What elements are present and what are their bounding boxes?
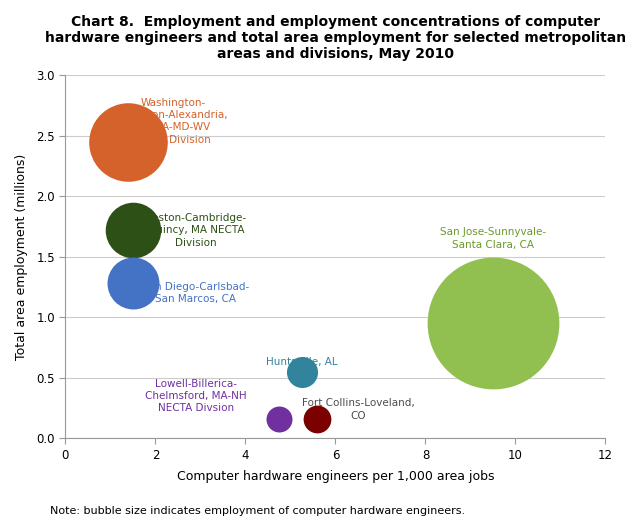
Text: Lowell-Billerica-
Chelmsford, MA-NH
NECTA Divsion: Lowell-Billerica- Chelmsford, MA-NH NECT… (145, 379, 247, 414)
Text: Fort Collins-Loveland,
CO: Fort Collins-Loveland, CO (301, 398, 414, 420)
X-axis label: Computer hardware engineers per 1,000 area jobs: Computer hardware engineers per 1,000 ar… (176, 470, 494, 483)
Text: Washington-
Arlington-Alexandria,
DC-VA-MD-WV
Metro Division: Washington- Arlington-Alexandria, DC-VA-… (118, 98, 229, 145)
Y-axis label: Total area employment (millions): Total area employment (millions) (15, 154, 28, 360)
Point (128, 226, 138, 234)
Point (296, 367, 306, 376)
Text: Huntsville, AL: Huntsville, AL (266, 357, 337, 367)
Text: San Diego-Carlsbad-
San Marcos, CA: San Diego-Carlsbad- San Marcos, CA (143, 282, 249, 304)
Text: San Jose-Sunnyvale-
Santa Clara, CA: San Jose-Sunnyvale- Santa Clara, CA (440, 227, 546, 250)
Point (274, 415, 284, 424)
Text: Boston-Cambridge-
Quincy, MA NECTA
Division: Boston-Cambridge- Quincy, MA NECTA Divis… (145, 213, 246, 248)
Text: Note: bubble size indicates employment of computer hardware engineers.: Note: bubble size indicates employment o… (50, 507, 465, 516)
Point (312, 415, 322, 424)
Title: Chart 8.  Employment and employment concentrations of computer
hardware engineer: Chart 8. Employment and employment conce… (45, 15, 626, 61)
Point (123, 138, 133, 146)
Point (128, 279, 138, 288)
Point (488, 319, 498, 327)
